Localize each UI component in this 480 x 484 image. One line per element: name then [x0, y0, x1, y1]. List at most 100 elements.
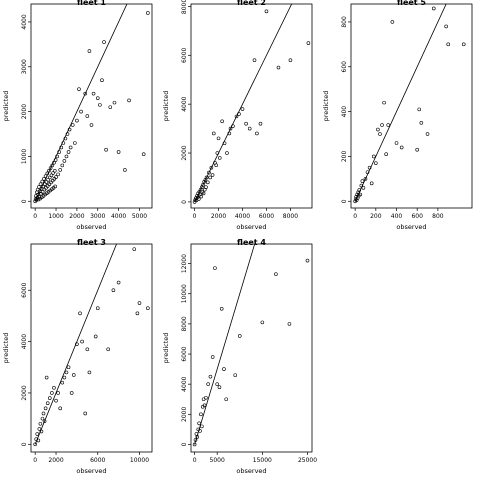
plot-frame — [350, 3, 473, 209]
y-tick-label: 4000 — [21, 334, 28, 349]
data-point — [73, 141, 77, 145]
data-point — [431, 6, 436, 11]
data-point — [196, 197, 201, 201]
data-point — [217, 156, 222, 160]
data-point — [220, 119, 224, 124]
data-point — [215, 151, 220, 155]
data-point — [50, 178, 55, 183]
x-axis-label: observed — [396, 223, 426, 231]
x-tick-label: 0 — [33, 213, 37, 220]
x-tick-label: 1000 — [48, 213, 63, 220]
chart-title: fleet 1 — [77, 0, 106, 7]
data-point — [104, 147, 108, 152]
data-point — [89, 123, 94, 127]
data-point — [40, 190, 45, 194]
y-tick-label: 0 — [181, 200, 188, 204]
data-point — [399, 145, 404, 150]
data-point — [87, 49, 92, 53]
y-axis-label: predicted — [2, 91, 10, 122]
data-point — [207, 170, 211, 175]
data-point — [55, 154, 59, 159]
data-point — [258, 121, 263, 126]
data-point — [69, 391, 74, 395]
data-point — [200, 424, 204, 429]
data-point — [44, 180, 49, 184]
x-tick-label: 4000 — [235, 213, 250, 220]
y-tick-label: 4000 — [181, 376, 188, 391]
data-point — [85, 347, 90, 352]
data-point — [210, 173, 215, 177]
data-point — [199, 194, 203, 199]
y-tick-label: 0 — [181, 442, 188, 446]
y-tick-label: 8000 — [181, 316, 188, 331]
data-point — [361, 186, 366, 190]
data-point — [359, 183, 364, 188]
data-point — [78, 311, 82, 316]
x-tick-label: 200 — [370, 213, 382, 220]
chart-panel: fleet 2 0 2000 4000 6000 8000 0 2000 4000 6000 800… — [162, 0, 313, 231]
data-point — [83, 411, 88, 416]
y-tick-label: 800 — [341, 16, 348, 28]
data-point — [62, 375, 67, 380]
data-point — [66, 365, 71, 370]
data-point — [204, 395, 208, 400]
data-point — [425, 132, 430, 136]
data-point — [215, 382, 219, 386]
data-point — [228, 126, 233, 131]
data-point — [50, 163, 55, 168]
data-point — [44, 375, 49, 380]
identity-line — [34, 244, 117, 445]
data-point — [80, 339, 84, 344]
data-point — [209, 165, 214, 170]
x-tick-label: 8000 — [283, 213, 298, 220]
data-point — [288, 58, 293, 62]
data-point — [61, 141, 66, 145]
x-axis-label: observed — [76, 223, 106, 231]
y-tick-label: 0 — [21, 199, 28, 203]
data-point — [65, 132, 70, 136]
data-point — [60, 163, 65, 168]
data-point — [41, 411, 46, 416]
data-point — [77, 87, 81, 91]
data-point — [38, 421, 43, 426]
data-point — [201, 182, 205, 187]
x-axis-label: observed — [236, 467, 266, 475]
data-point — [306, 41, 311, 45]
y-tick-label: 3000 — [21, 59, 28, 74]
data-point — [384, 152, 388, 156]
data-point — [446, 42, 451, 47]
data-point — [39, 429, 44, 434]
data-layer — [33, 244, 150, 447]
data-point — [64, 154, 69, 159]
data-point — [234, 114, 239, 119]
chart-panel: fleet 1 0 1000 2000 3000 4000 5000 0 1000 2000 300… — [2, 0, 153, 231]
data-point — [231, 124, 235, 128]
data-point — [45, 184, 50, 188]
x-tick-label: 800 — [432, 213, 444, 220]
data-point — [461, 42, 466, 47]
x-tick-label: 3000 — [90, 213, 105, 220]
y-axis-label: predicted — [162, 333, 170, 364]
y-tick-label: 6000 — [181, 346, 188, 361]
data-point — [137, 301, 142, 305]
data-point — [75, 118, 79, 123]
data-point — [386, 123, 391, 127]
data-point — [85, 114, 90, 118]
identity-line — [194, 244, 256, 445]
data-point — [58, 168, 63, 172]
data-point — [52, 168, 57, 173]
data-point — [210, 355, 215, 359]
data-layer — [192, 4, 311, 204]
data-point — [444, 24, 448, 29]
data-point — [378, 132, 382, 136]
data-point — [53, 158, 58, 162]
data-point — [87, 370, 92, 375]
y-tick-label: 6000 — [21, 282, 28, 297]
data-point — [394, 141, 399, 145]
data-point — [198, 429, 202, 433]
data-point — [217, 385, 222, 389]
data-point — [135, 311, 140, 316]
y-tick-label: 6000 — [181, 47, 188, 62]
data-point — [36, 438, 41, 443]
